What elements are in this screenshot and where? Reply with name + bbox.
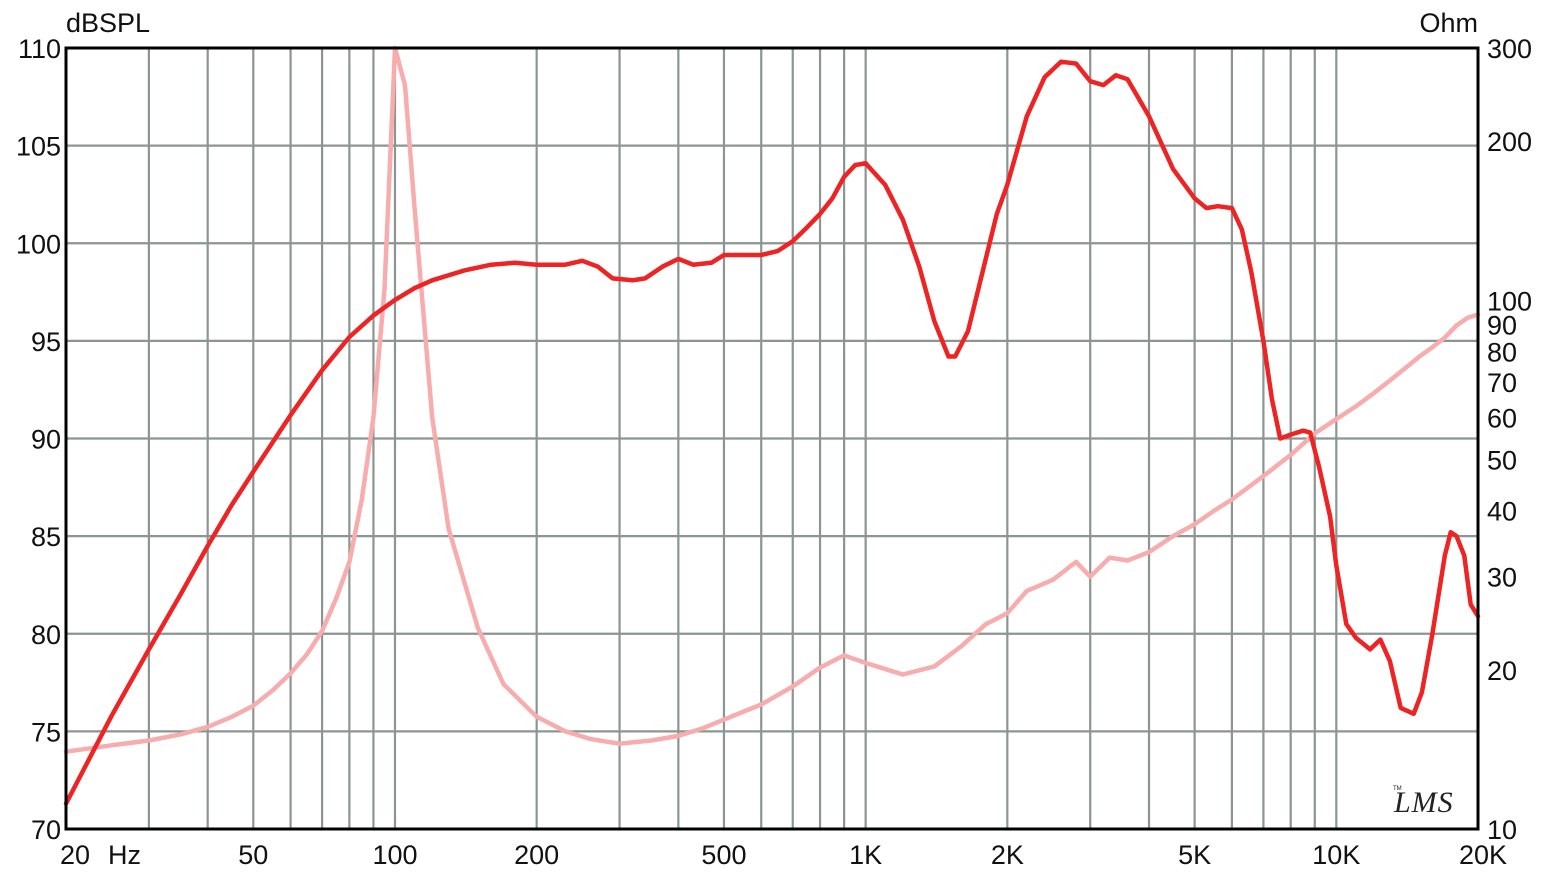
lms-logo-icon: LMS TM bbox=[1393, 786, 1454, 819]
right-tick-label: 200 bbox=[1487, 127, 1532, 157]
plot-area bbox=[63, 45, 1481, 806]
x-tick-label: 2K bbox=[991, 840, 1024, 870]
left-tick-label: 95 bbox=[31, 327, 61, 357]
x-axis-unit: Hz bbox=[108, 840, 141, 870]
right-tick-label: 80 bbox=[1487, 338, 1517, 368]
spl-curve bbox=[63, 59, 1481, 806]
x-tick-label: 50 bbox=[238, 840, 268, 870]
plot-frame bbox=[64, 46, 1480, 831]
right-tick-label: 50 bbox=[1487, 445, 1517, 475]
right-tick-label: 20 bbox=[1487, 656, 1517, 686]
left-axis-unit: dBSPL bbox=[66, 8, 150, 38]
x-axis-ticks: 20 50 100 200 500 1K 2K 5K 10K 20K bbox=[60, 840, 1507, 870]
right-tick-label: 30 bbox=[1487, 563, 1517, 593]
left-tick-label: 105 bbox=[16, 132, 61, 162]
x-tick-label: 100 bbox=[372, 840, 417, 870]
x-tick-label: 20K bbox=[1459, 840, 1507, 870]
right-tick-label: 90 bbox=[1487, 310, 1517, 340]
left-tick-label: 90 bbox=[31, 425, 61, 455]
x-tick-label: 20 bbox=[60, 840, 90, 870]
left-tick-label: 80 bbox=[31, 620, 61, 650]
right-axis-unit: Ohm bbox=[1419, 8, 1478, 38]
x-tick-label: 5K bbox=[1178, 840, 1211, 870]
x-tick-label: 500 bbox=[701, 840, 746, 870]
left-tick-label: 75 bbox=[31, 717, 61, 747]
x-tick-label: 10K bbox=[1312, 840, 1360, 870]
grid bbox=[66, 48, 1478, 829]
right-tick-label: 300 bbox=[1487, 34, 1532, 64]
plot-border bbox=[64, 46, 1480, 831]
svg-text:TM: TM bbox=[1393, 786, 1402, 792]
x-tick-label: 1K bbox=[849, 840, 882, 870]
impedance-curve bbox=[63, 45, 1481, 754]
left-axis-ticks: 70 75 80 85 90 95 100 105 110 bbox=[16, 34, 61, 845]
right-tick-label: 10 bbox=[1487, 815, 1517, 845]
left-tick-label: 100 bbox=[16, 229, 61, 259]
right-tick-label: 60 bbox=[1487, 404, 1517, 434]
x-tick-label: 200 bbox=[514, 840, 559, 870]
left-tick-label: 85 bbox=[31, 522, 61, 552]
left-tick-label: 110 bbox=[18, 34, 61, 64]
left-tick-label: 70 bbox=[31, 815, 61, 845]
svg-text:LMS: LMS bbox=[1393, 786, 1454, 819]
right-tick-label: 100 bbox=[1487, 286, 1532, 316]
right-tick-label: 70 bbox=[1487, 368, 1517, 398]
right-tick-label: 40 bbox=[1487, 497, 1517, 527]
